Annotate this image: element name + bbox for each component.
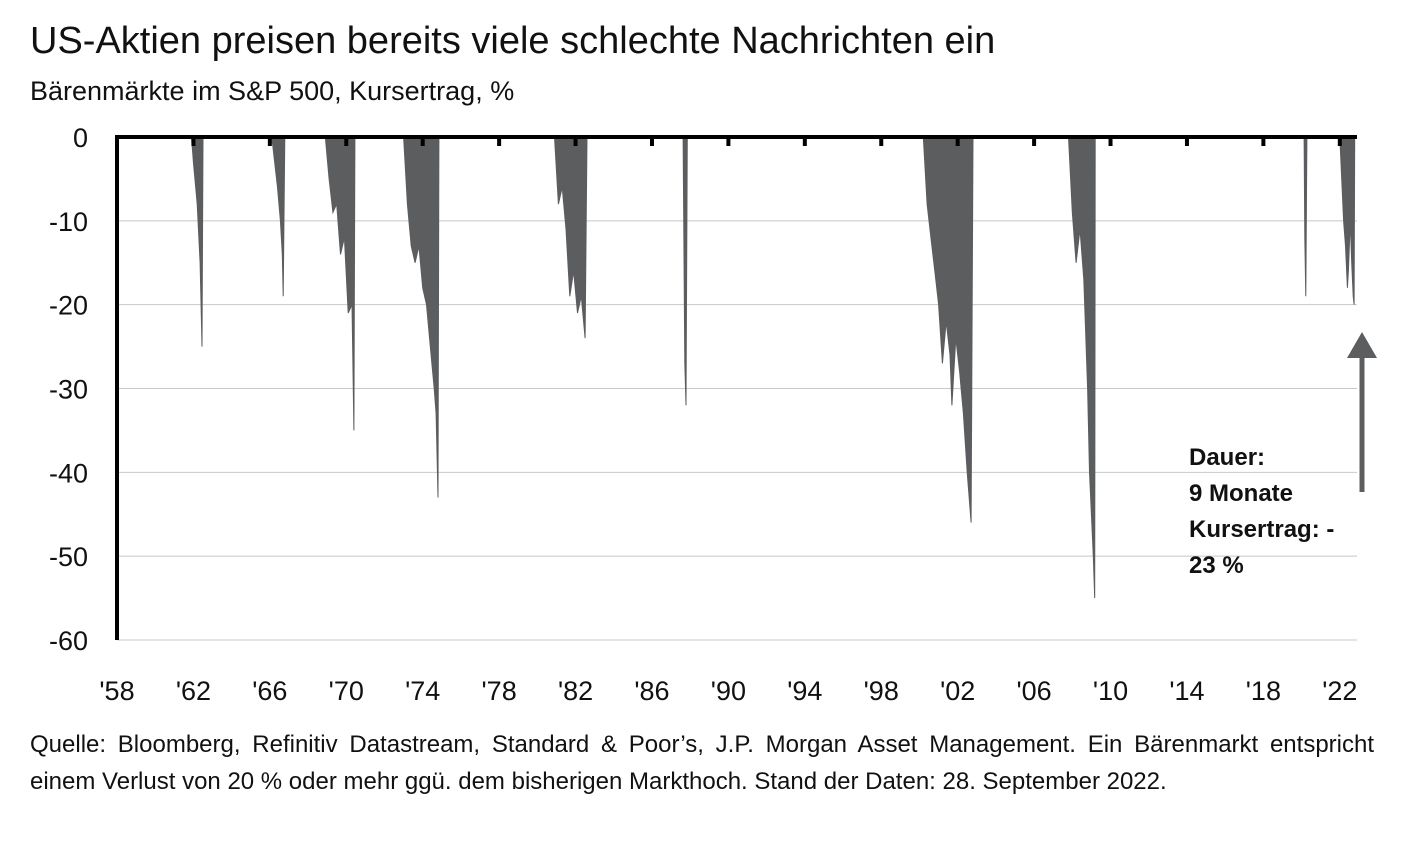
x-tick-label: '10 xyxy=(1093,676,1128,706)
bear-market-area xyxy=(553,136,588,339)
x-tick-label: '62 xyxy=(176,676,211,706)
gridlines xyxy=(117,220,1357,641)
x-tick-label: '70 xyxy=(329,676,364,706)
y-tick-label: -40 xyxy=(49,458,88,488)
chart-subtitle: Bärenmärkte im S&P 500, Kursertrag, % xyxy=(30,76,515,106)
y-tick-label: -30 xyxy=(49,375,88,405)
y-tick-label: -20 xyxy=(49,291,88,321)
bear-market-area xyxy=(922,136,974,523)
x-tick-label: '14 xyxy=(1169,676,1204,706)
y-tick-labels: 0 -10 -20 -30 -40 -50 -60 xyxy=(49,123,88,656)
x-tick-label: '98 xyxy=(864,676,899,706)
arrow-head xyxy=(1347,332,1377,358)
chart-title: US-Aktien preisen bereits viele schlecht… xyxy=(30,20,996,62)
bear-market-area xyxy=(682,136,688,406)
axes xyxy=(115,135,1357,640)
current-bear-market-note: Dauer: 9 Monate Kursertrag: - 23 % xyxy=(1189,440,1389,584)
x-tick-label: '22 xyxy=(1322,676,1357,706)
bear-market-area xyxy=(324,136,356,431)
x-tick-label: '18 xyxy=(1246,676,1281,706)
y-tick-label: 0 xyxy=(73,123,88,153)
source-note: Quelle: Bloomberg, Refinitiv Datastream,… xyxy=(30,731,1374,795)
bear-market-area xyxy=(271,136,286,297)
x-tick-label: '74 xyxy=(405,676,440,706)
bear-market-area xyxy=(190,136,204,347)
y-tick-label: -50 xyxy=(49,542,88,572)
x-tick-labels: '58 '62 '66 '70 '74 '78 '82 '86 '90 '94 '98 '02 '06 '… xyxy=(99,676,1357,706)
note-line: 23 % xyxy=(1189,552,1244,579)
x-tick-label: '02 xyxy=(940,676,975,706)
bear-market-areas xyxy=(190,136,1356,599)
x-tick-label: '06 xyxy=(1017,676,1052,706)
x-tick-label: '58 xyxy=(99,676,134,706)
up-arrow-icon xyxy=(1347,332,1377,492)
bear-market-area xyxy=(1339,136,1356,305)
bear-market-area xyxy=(403,136,440,498)
x-tick-label: '78 xyxy=(482,676,517,706)
bear-market-area xyxy=(1303,136,1308,297)
x-tick-label: '86 xyxy=(634,676,669,706)
x-tick-label: '90 xyxy=(711,676,746,706)
x-tick-label: '94 xyxy=(787,676,822,706)
bear-market-area xyxy=(1067,136,1096,599)
note-line: Dauer: xyxy=(1189,444,1266,471)
y-tick-label: -10 xyxy=(49,207,88,237)
y-tick-label: -60 xyxy=(49,626,88,656)
x-tick-label: '66 xyxy=(252,676,287,706)
note-line: 9 Monate xyxy=(1189,480,1294,507)
x-tick-label: '82 xyxy=(558,676,593,706)
note-line: Kursertrag: - xyxy=(1189,516,1335,543)
